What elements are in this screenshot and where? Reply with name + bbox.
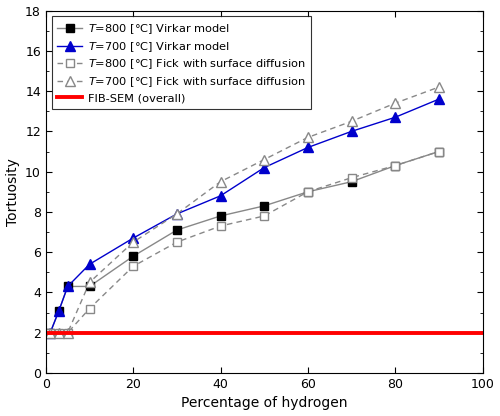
$T$=800 [°C] Virkar model [261, 203, 267, 208]
$T$=800 [°C] Virkar model [436, 149, 442, 154]
$T$=700 [°C] Fick with surface diffusion [305, 135, 311, 140]
$T$=700 [°C] Fick with surface diffusion [64, 330, 70, 335]
$T$=700 [°C] Virkar model [86, 262, 92, 267]
$T$=800 [°C] Virkar model [86, 284, 92, 289]
Line: $T$=700 [°C] Fick with surface diffusion: $T$=700 [°C] Fick with surface diffusion [46, 82, 444, 338]
$T$=700 [°C] Fick with surface diffusion [392, 101, 398, 106]
$T$=800 [°C] Virkar model [64, 284, 70, 289]
$T$=800 [°C] Virkar model [348, 179, 354, 184]
$T$=800 [°C] Virkar model [174, 228, 180, 233]
$T$=800 [°C] Fick with surface diffusion [305, 189, 311, 194]
$T$=800 [°C] Fick with surface diffusion [261, 213, 267, 218]
$T$=800 [°C] Virkar model [218, 213, 224, 218]
$T$=800 [°C] Virkar model [305, 189, 311, 194]
$T$=700 [°C] Fick with surface diffusion [86, 280, 92, 285]
$T$=800 [°C] Fick with surface diffusion [392, 163, 398, 168]
$T$=800 [°C] Fick with surface diffusion [47, 330, 53, 335]
$T$=800 [°C] Fick with surface diffusion [218, 223, 224, 228]
Line: $T$=800 [°C] Virkar model: $T$=800 [°C] Virkar model [46, 148, 442, 337]
Y-axis label: Tortuosity: Tortuosity [6, 158, 20, 226]
$T$=700 [°C] Virkar model [261, 165, 267, 170]
$T$=700 [°C] Fick with surface diffusion [348, 119, 354, 124]
$T$=800 [°C] Fick with surface diffusion [174, 240, 180, 245]
$T$=800 [°C] Fick with surface diffusion [56, 330, 62, 335]
X-axis label: Percentage of hydrogen: Percentage of hydrogen [181, 396, 348, 411]
$T$=800 [°C] Virkar model [47, 330, 53, 335]
$T$=700 [°C] Fick with surface diffusion [130, 240, 136, 245]
Line: $T$=800 [°C] Fick with surface diffusion: $T$=800 [°C] Fick with surface diffusion [46, 148, 442, 337]
$T$=800 [°C] Fick with surface diffusion [64, 330, 70, 335]
$T$=800 [°C] Virkar model [56, 308, 62, 313]
$T$=800 [°C] Virkar model [392, 163, 398, 168]
$T$=800 [°C] Fick with surface diffusion [348, 175, 354, 180]
$T$=800 [°C] Virkar model [130, 254, 136, 259]
$T$=700 [°C] Virkar model [64, 284, 70, 289]
$T$=800 [°C] Fick with surface diffusion [436, 149, 442, 154]
$T$=700 [°C] Virkar model [392, 115, 398, 120]
$T$=700 [°C] Virkar model [348, 129, 354, 134]
Legend: $T$=800 [°C] Virkar model, $T$=700 [°C] Virkar model, $T$=800 [°C] Fick with sur: $T$=800 [°C] Virkar model, $T$=700 [°C] … [52, 16, 311, 109]
$T$=700 [°C] Virkar model [218, 193, 224, 198]
Line: $T$=700 [°C] Virkar model: $T$=700 [°C] Virkar model [46, 94, 444, 338]
$T$=700 [°C] Virkar model [174, 211, 180, 216]
$T$=700 [°C] Fick with surface diffusion [218, 179, 224, 184]
$T$=700 [°C] Virkar model [436, 97, 442, 102]
$T$=700 [°C] Fick with surface diffusion [436, 84, 442, 89]
$T$=700 [°C] Fick with surface diffusion [174, 211, 180, 216]
$T$=800 [°C] Fick with surface diffusion [86, 306, 92, 311]
$T$=700 [°C] Virkar model [305, 145, 311, 150]
$T$=700 [°C] Virkar model [130, 235, 136, 240]
$T$=800 [°C] Fick with surface diffusion [130, 264, 136, 269]
$T$=700 [°C] Fick with surface diffusion [47, 330, 53, 335]
$T$=700 [°C] Virkar model [47, 330, 53, 335]
$T$=700 [°C] Virkar model [56, 308, 62, 313]
$T$=700 [°C] Fick with surface diffusion [261, 157, 267, 162]
$T$=700 [°C] Fick with surface diffusion [56, 330, 62, 335]
